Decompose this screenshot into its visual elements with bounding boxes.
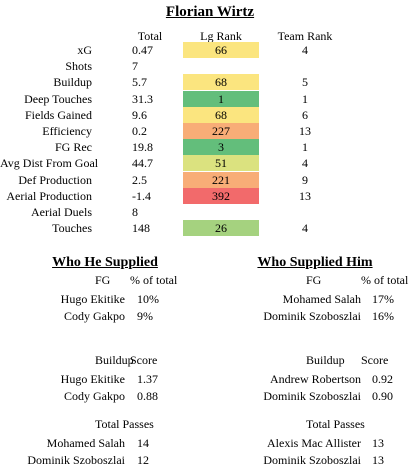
left-buildup-header-value: Score bbox=[130, 353, 158, 367]
stat-lg-rank: 3 bbox=[183, 139, 259, 156]
player-name: Hugo Ekitike bbox=[60, 292, 125, 306]
player-value: 10% bbox=[137, 292, 159, 306]
stat-label: FG Rec bbox=[55, 140, 92, 155]
stat-lg-rank: 51 bbox=[183, 155, 259, 172]
stat-total: 9.6 bbox=[132, 107, 147, 122]
stat-lg-rank: 68 bbox=[183, 106, 259, 123]
stat-total: 31.3 bbox=[132, 91, 153, 106]
stat-team-rank: 9 bbox=[302, 172, 308, 187]
player-value: 13 bbox=[372, 436, 384, 450]
left-section-title: Who He Supplied bbox=[52, 255, 158, 270]
player-value: 1.37 bbox=[137, 372, 158, 386]
player-value: 17% bbox=[372, 292, 394, 306]
right-fg-header-name: FG bbox=[306, 273, 322, 287]
stat-team-rank: 13 bbox=[299, 124, 311, 138]
player-value: 12 bbox=[137, 453, 149, 467]
player-value: 0.90 bbox=[372, 389, 393, 403]
stat-total: 7 bbox=[132, 59, 138, 74]
player-value: 14 bbox=[137, 436, 149, 450]
stat-total: 44.7 bbox=[132, 156, 153, 171]
stat-total: 148 bbox=[132, 221, 150, 236]
player-value: 0.88 bbox=[137, 389, 158, 403]
stat-total: 0.2 bbox=[132, 124, 147, 138]
right-fg-header-value: % of total bbox=[361, 273, 409, 287]
stat-lg-rank: 26 bbox=[183, 220, 259, 237]
stat-label: Aerial Duels bbox=[31, 205, 92, 219]
player-name: Hugo Ekitike bbox=[60, 372, 125, 386]
player-name: Mohamed Salah bbox=[282, 292, 361, 306]
stat-team-rank: 4 bbox=[302, 156, 308, 171]
stat-team-rank: 1 bbox=[302, 91, 308, 106]
stat-lg-rank: 68 bbox=[183, 74, 259, 91]
stat-lg-rank: 66 bbox=[183, 42, 259, 58]
header-team-rank: Team Rank bbox=[277, 29, 333, 43]
player-name: Dominik Szoboszlai bbox=[263, 453, 361, 467]
right-passes-header-name: Total Passes bbox=[306, 417, 365, 431]
stat-label: Avg Dist From Goal bbox=[0, 156, 99, 171]
player-name: Mohamed Salah bbox=[46, 436, 125, 450]
stat-label: xG bbox=[77, 43, 92, 57]
player-name: Andrew Robertson bbox=[270, 372, 361, 386]
page-title: Florian Wirtz bbox=[165, 4, 255, 20]
stat-lg-rank: 227 bbox=[183, 123, 259, 139]
player-name: Alexis Mac Allister bbox=[267, 436, 361, 450]
right-section-title: Who Supplied Him bbox=[257, 255, 373, 270]
stat-total: 0.47 bbox=[132, 43, 153, 57]
stat-team-rank: 4 bbox=[302, 221, 308, 236]
player-value: 0.92 bbox=[372, 372, 393, 386]
stat-total: -1.4 bbox=[132, 188, 151, 203]
left-fg-header-value: % of total bbox=[130, 273, 178, 287]
player-value: 13 bbox=[372, 453, 384, 467]
player-value: 16% bbox=[372, 309, 394, 323]
stat-label: Aerial Production bbox=[6, 188, 92, 203]
player-name: Dominik Szoboszlai bbox=[263, 389, 361, 403]
stat-team-rank: 6 bbox=[302, 107, 308, 122]
stat-label: Efficiency bbox=[42, 124, 92, 138]
right-buildup-header-name: Buildup bbox=[306, 353, 345, 367]
header-lg-rank: Lg Rank bbox=[200, 29, 242, 43]
right-buildup-header-value: Score bbox=[361, 353, 389, 367]
left-fg-header-name: FG bbox=[95, 273, 111, 287]
stat-total: 8 bbox=[132, 205, 138, 219]
stat-label: Buildup bbox=[53, 75, 92, 90]
stat-total: 5.7 bbox=[132, 75, 147, 90]
player-name: Cody Gakpo bbox=[64, 389, 125, 403]
player-name: Dominik Szoboszlai bbox=[27, 453, 125, 467]
left-buildup-header-name: Buildup bbox=[95, 353, 134, 367]
stat-label: Touches bbox=[52, 221, 92, 236]
stat-lg-rank: 392 bbox=[183, 187, 259, 204]
stat-label: Shots bbox=[65, 59, 92, 74]
header-total: Total bbox=[137, 29, 163, 43]
stat-team-rank: 4 bbox=[302, 43, 308, 57]
stat-team-rank: 13 bbox=[299, 188, 311, 203]
stat-lg-rank: 221 bbox=[183, 171, 259, 188]
left-passes-header-name: Total Passes bbox=[95, 417, 154, 431]
stat-label: Fields Gained bbox=[25, 107, 92, 122]
stat-team-rank: 5 bbox=[302, 75, 308, 90]
stat-label: Def Production bbox=[18, 172, 92, 187]
stat-team-rank: 1 bbox=[302, 140, 308, 155]
stat-label: Deep Touches bbox=[24, 91, 92, 106]
stat-total: 19.8 bbox=[132, 140, 153, 155]
player-name: Dominik Szoboszlai bbox=[263, 309, 361, 323]
player-name: Cody Gakpo bbox=[64, 309, 125, 323]
player-value: 9% bbox=[137, 309, 153, 323]
stat-total: 2.5 bbox=[132, 172, 147, 187]
stat-lg-rank: 1 bbox=[183, 90, 259, 107]
